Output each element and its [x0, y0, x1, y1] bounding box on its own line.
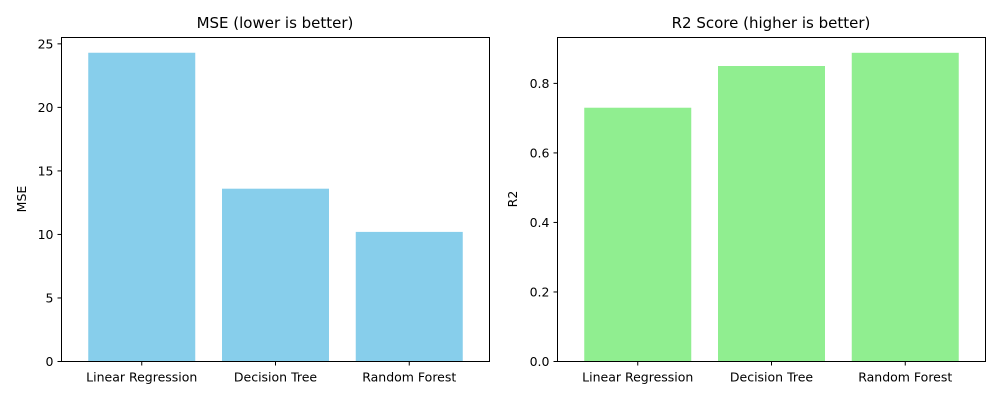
- y-tick-label: 10: [38, 227, 54, 242]
- x-ticks: Linear Regression Decision Tree Random For…: [86, 361, 456, 385]
- x-tick-label: Decision Tree: [234, 370, 318, 385]
- bar-group: [88, 52, 463, 362]
- bar: [222, 188, 329, 362]
- y-tick-label: 15: [38, 163, 54, 178]
- y-ticks: 0.0 0.2 0.4 0.6 0.8: [530, 76, 558, 369]
- chart-title: R2 Score (higher is better): [672, 14, 871, 32]
- x-tick-label: Decision Tree: [730, 370, 814, 385]
- y-tick-label: 25: [38, 36, 54, 51]
- r2-chart-panel: R2 Score (higher is better) R2 0.0 0.2 0.4…: [505, 14, 986, 385]
- y-tick-label: 0.4: [530, 215, 550, 230]
- y-tick-label: 5: [46, 290, 54, 305]
- plot-frame: [61, 37, 490, 362]
- bar-group: [584, 52, 959, 362]
- y-tick-label: 0.2: [530, 284, 550, 299]
- bar: [851, 52, 959, 362]
- y-tick-label: 20: [38, 100, 54, 115]
- bar: [718, 66, 825, 362]
- x-tick-label: Random Forest: [858, 370, 952, 385]
- y-axis-label: R2: [505, 191, 520, 208]
- y-axis-label: MSE: [14, 186, 29, 213]
- chart-title: MSE (lower is better): [197, 14, 354, 32]
- x-ticks: Linear Regression Decision Tree Random For…: [582, 361, 952, 385]
- x-tick-label: Random Forest: [362, 370, 456, 385]
- y-ticks: 0 5 10 15 20 25: [38, 36, 62, 369]
- x-tick-label: Linear Regression: [86, 370, 197, 385]
- mse-chart-panel: MSE (lower is better) MSE 0 5 10 15 20 25 Lin…: [14, 14, 490, 385]
- bar: [584, 107, 692, 362]
- y-tick-label: 0.0: [530, 354, 550, 369]
- y-tick-label: 0.6: [530, 145, 550, 160]
- y-tick-label: 0: [46, 354, 54, 369]
- x-tick-label: Linear Regression: [582, 370, 693, 385]
- bar: [88, 52, 196, 362]
- plot-frame: [557, 37, 986, 362]
- y-tick-label: 0.8: [530, 76, 550, 91]
- bar: [355, 231, 463, 362]
